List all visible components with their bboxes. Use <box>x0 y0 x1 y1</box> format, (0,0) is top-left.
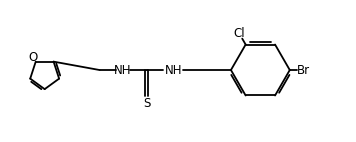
Text: Br: Br <box>297 63 310 77</box>
Text: O: O <box>28 51 37 64</box>
Text: Cl: Cl <box>234 27 245 40</box>
Text: NH: NH <box>114 63 132 77</box>
Text: NH: NH <box>165 63 183 77</box>
Text: S: S <box>143 97 150 110</box>
